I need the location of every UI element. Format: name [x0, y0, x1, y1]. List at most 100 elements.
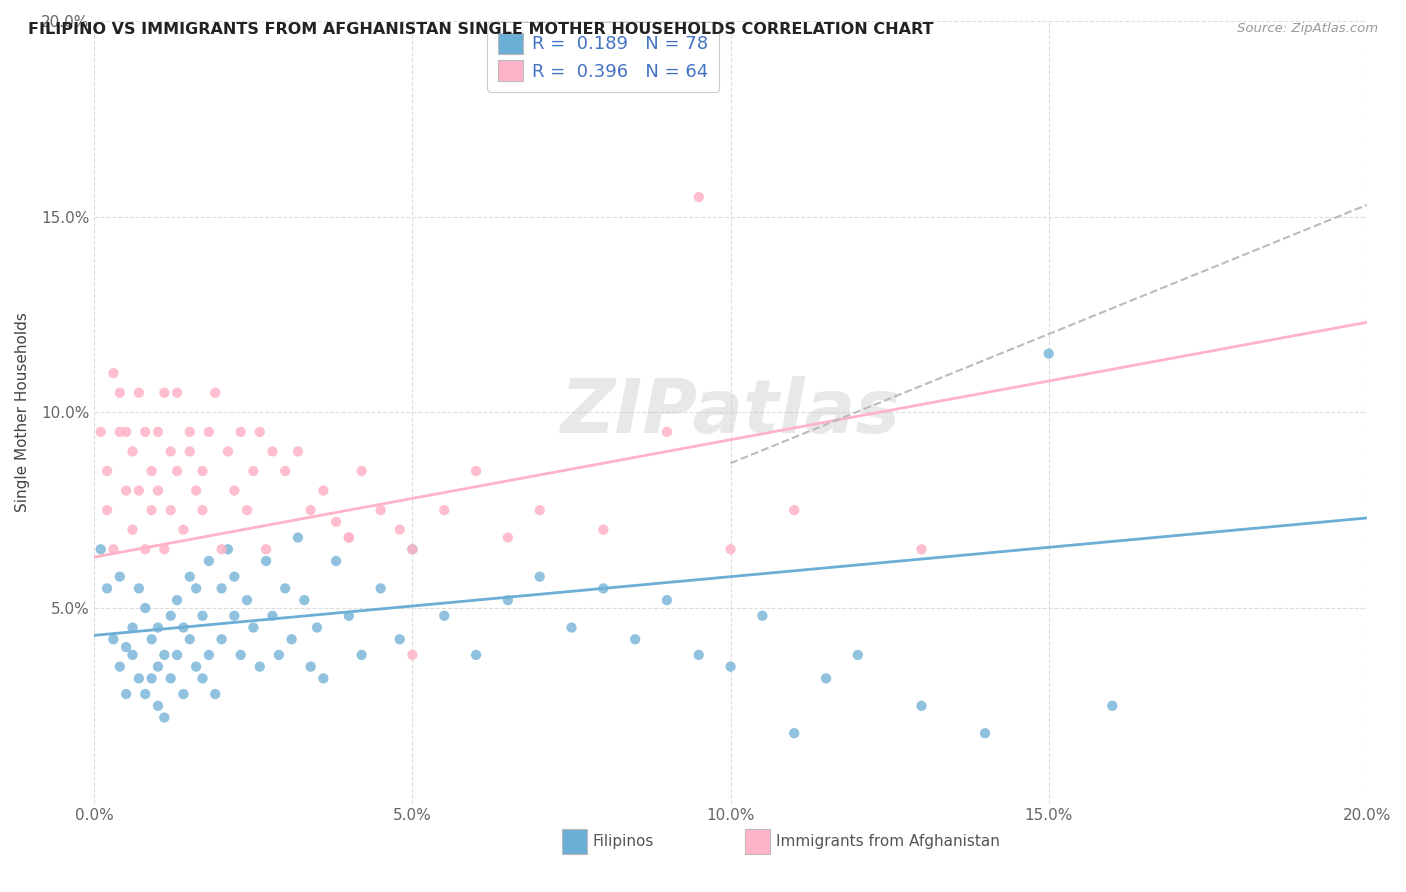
Point: [103, 632, 125, 647]
Point: [783, 503, 806, 517]
Point: [846, 648, 869, 662]
Point: [655, 425, 678, 439]
Point: [910, 542, 932, 557]
Point: [751, 608, 773, 623]
Point: [224, 569, 246, 583]
Point: [108, 425, 131, 439]
Point: [179, 444, 201, 458]
Point: [287, 444, 309, 458]
Point: [337, 531, 360, 545]
Point: [305, 621, 328, 635]
Point: [292, 593, 315, 607]
Point: [655, 593, 678, 607]
Text: Source: ZipAtlas.com: Source: ZipAtlas.com: [1237, 22, 1378, 36]
Point: [172, 687, 194, 701]
Point: [211, 632, 233, 647]
Point: [159, 608, 181, 623]
Point: [166, 593, 188, 607]
Point: [96, 582, 118, 596]
Point: [103, 366, 125, 380]
Point: [153, 648, 176, 662]
Point: [325, 515, 347, 529]
Point: [217, 444, 239, 458]
Point: [274, 582, 297, 596]
Point: [262, 444, 284, 458]
Point: [191, 464, 214, 478]
Point: [211, 582, 233, 596]
Point: [262, 608, 284, 623]
Point: [529, 569, 551, 583]
Point: [274, 464, 297, 478]
Point: [254, 554, 277, 568]
Point: [783, 726, 806, 740]
Point: [229, 425, 252, 439]
Point: [198, 425, 221, 439]
Point: [267, 648, 290, 662]
Point: [325, 554, 347, 568]
Point: [115, 687, 138, 701]
Point: [814, 672, 837, 686]
Point: [128, 582, 150, 596]
Point: [186, 483, 208, 498]
Point: [496, 593, 519, 607]
Point: [249, 659, 271, 673]
Point: [211, 542, 233, 557]
Point: [204, 687, 226, 701]
Point: [229, 648, 252, 662]
Point: [433, 608, 456, 623]
Point: [910, 698, 932, 713]
Point: [179, 569, 201, 583]
Point: [198, 554, 221, 568]
Point: [146, 425, 169, 439]
Point: [401, 648, 423, 662]
Point: [350, 464, 373, 478]
Point: [312, 672, 335, 686]
Point: [115, 483, 138, 498]
Point: [121, 648, 143, 662]
Text: ZIPatlas: ZIPatlas: [561, 376, 901, 449]
Point: [529, 503, 551, 517]
Point: [121, 523, 143, 537]
Point: [287, 531, 309, 545]
Point: [96, 503, 118, 517]
Point: [592, 523, 614, 537]
Point: [624, 632, 647, 647]
Point: [108, 569, 131, 583]
Point: [90, 425, 112, 439]
Point: [560, 621, 582, 635]
Point: [96, 464, 118, 478]
Point: [153, 542, 176, 557]
Point: [179, 632, 201, 647]
Point: [128, 483, 150, 498]
Point: [128, 672, 150, 686]
Point: [198, 648, 221, 662]
Point: [370, 503, 392, 517]
Point: [388, 523, 411, 537]
Text: FILIPINO VS IMMIGRANTS FROM AFGHANISTAN SINGLE MOTHER HOUSEHOLDS CORRELATION CHA: FILIPINO VS IMMIGRANTS FROM AFGHANISTAN …: [28, 22, 934, 37]
Point: [108, 385, 131, 400]
Point: [121, 621, 143, 635]
Point: [350, 648, 373, 662]
Point: [224, 608, 246, 623]
Point: [103, 542, 125, 557]
Point: [337, 608, 360, 623]
Legend: R =  0.189   N = 78, R =  0.396   N = 64: R = 0.189 N = 78, R = 0.396 N = 64: [488, 22, 720, 92]
Point: [688, 190, 710, 204]
Point: [312, 483, 335, 498]
Point: [134, 601, 156, 615]
Point: [401, 542, 423, 557]
Text: Immigrants from Afghanistan: Immigrants from Afghanistan: [776, 835, 1000, 849]
Point: [299, 659, 322, 673]
Point: [153, 710, 176, 724]
Point: [159, 672, 181, 686]
Point: [90, 542, 112, 557]
Point: [115, 425, 138, 439]
Point: [191, 503, 214, 517]
Point: [1038, 346, 1060, 360]
Point: [141, 632, 163, 647]
Point: [337, 531, 360, 545]
Point: [720, 542, 742, 557]
Point: [191, 672, 214, 686]
Point: [115, 640, 138, 654]
Point: [166, 385, 188, 400]
